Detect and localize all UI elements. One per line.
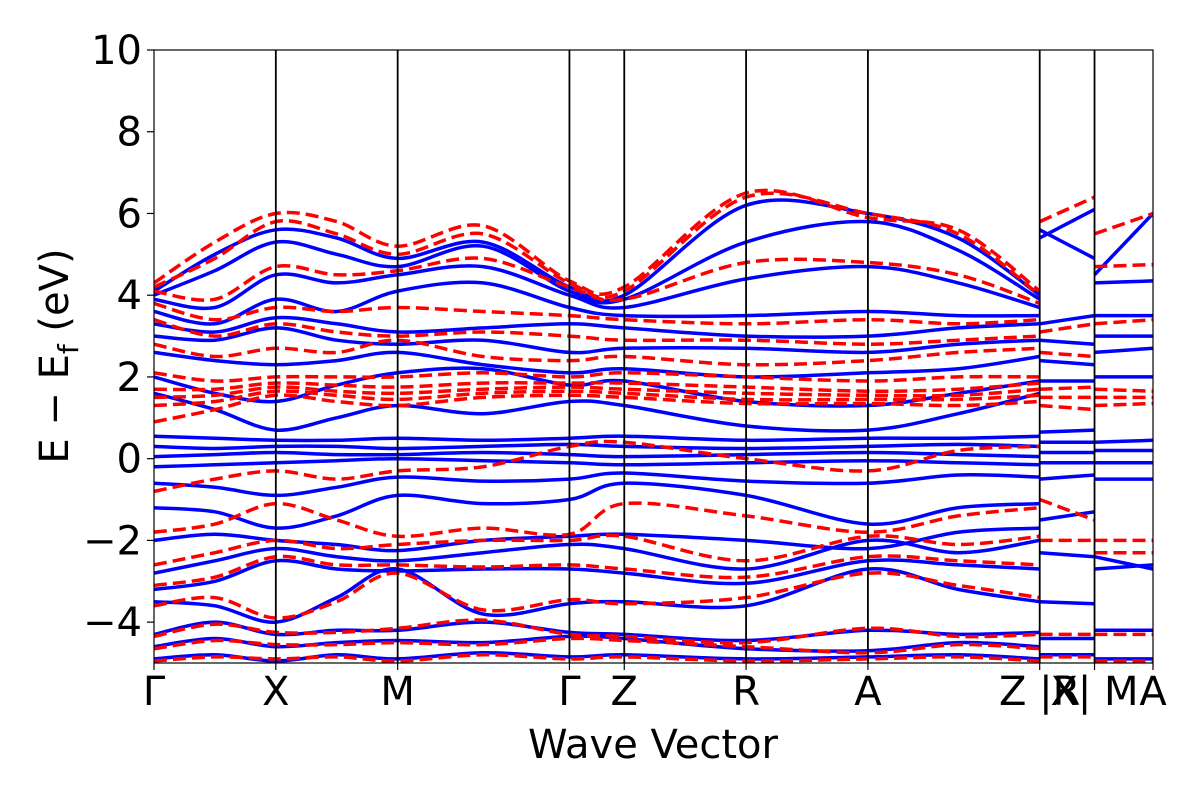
y-tick-label: −2 bbox=[83, 518, 142, 564]
solid-band-line bbox=[1093, 212, 1153, 277]
x-tick-label: R bbox=[732, 669, 760, 715]
solid-band-line bbox=[1039, 510, 1095, 522]
solid-band-line bbox=[1094, 346, 1153, 355]
solid-band-line bbox=[1039, 313, 1095, 326]
plot-frame bbox=[153, 49, 1154, 664]
y-axis-ticks: −4 −2 0 2 4 6 8 10 bbox=[83, 28, 154, 646]
x-tick-label: M bbox=[380, 669, 415, 715]
dashed-band-line bbox=[1039, 403, 1095, 412]
dashed-band-line bbox=[154, 571, 1040, 620]
solid-band-line bbox=[154, 434, 1040, 443]
dashed-band-line bbox=[154, 338, 1040, 367]
dashed-band-line bbox=[154, 191, 1041, 300]
solid-band-line bbox=[1094, 554, 1153, 571]
dashed-band-line bbox=[1039, 497, 1096, 522]
dashed-band-line bbox=[154, 636, 1040, 655]
solid-band-line bbox=[154, 442, 1040, 451]
y-tick-label: 6 bbox=[117, 191, 142, 237]
x-tick-label: A bbox=[854, 669, 882, 715]
dashed-band-line bbox=[1094, 317, 1153, 326]
dashed-band-line bbox=[154, 371, 1040, 383]
x-tick-label: Γ bbox=[143, 669, 166, 715]
y-tick-label: 4 bbox=[117, 273, 142, 319]
y-axis-label: E − Ef (eV) bbox=[32, 248, 85, 463]
solid-band-line bbox=[1039, 358, 1095, 367]
solid-band-line bbox=[1039, 473, 1095, 481]
x-tick-label: X| M bbox=[1050, 669, 1138, 715]
dashed-band-line bbox=[154, 256, 1041, 306]
x-axis-label: Wave Vector bbox=[528, 722, 779, 768]
y-tick-label: 2 bbox=[117, 355, 142, 401]
y-axis-label-main: E − E bbox=[32, 354, 78, 464]
solid-band-line bbox=[1039, 550, 1095, 559]
dashed-band-line bbox=[154, 439, 1040, 494]
x-tick-label: Z bbox=[611, 669, 638, 715]
solid-band-line bbox=[1094, 438, 1153, 445]
solid-band-line bbox=[1039, 428, 1095, 434]
dashed-band-line bbox=[1039, 385, 1095, 391]
dashed-band-line bbox=[1039, 322, 1095, 334]
y-tick-label: 10 bbox=[91, 28, 142, 74]
bands-layer bbox=[154, 188, 1153, 663]
kpoint-lines bbox=[274, 50, 1096, 663]
solid-band-line bbox=[1094, 563, 1153, 571]
dashed-band-line bbox=[1038, 195, 1096, 224]
dashed-band-line bbox=[1094, 401, 1153, 408]
solid-band-line bbox=[154, 219, 1041, 305]
dashed-band-line bbox=[1039, 350, 1095, 359]
x-tick-label: Z |R bbox=[999, 669, 1080, 715]
y-tick-label: −4 bbox=[83, 600, 142, 646]
dashed-band-line bbox=[1093, 211, 1153, 236]
solid-band-line bbox=[1039, 599, 1095, 606]
solid-band-line bbox=[154, 450, 1040, 459]
y-axis-label-subscript: f bbox=[52, 343, 85, 354]
solid-band-line bbox=[1039, 338, 1095, 346]
y-tick-label: 8 bbox=[117, 110, 142, 156]
y-tick-label: 0 bbox=[117, 437, 142, 483]
x-tick-label: Γ bbox=[558, 669, 581, 715]
solid-band-line bbox=[1038, 207, 1096, 240]
solid-band-line bbox=[154, 198, 1041, 303]
y-axis-label-unit: (eV) bbox=[32, 248, 78, 344]
dashed-band-line bbox=[1094, 262, 1153, 269]
solid-band-line bbox=[1038, 228, 1096, 260]
dashed-band-line bbox=[1094, 387, 1153, 393]
solid-band-line bbox=[154, 471, 1040, 498]
x-tick-label: A bbox=[1139, 669, 1167, 715]
solid-band-line bbox=[1094, 279, 1153, 285]
x-tick-label: X bbox=[262, 669, 289, 715]
